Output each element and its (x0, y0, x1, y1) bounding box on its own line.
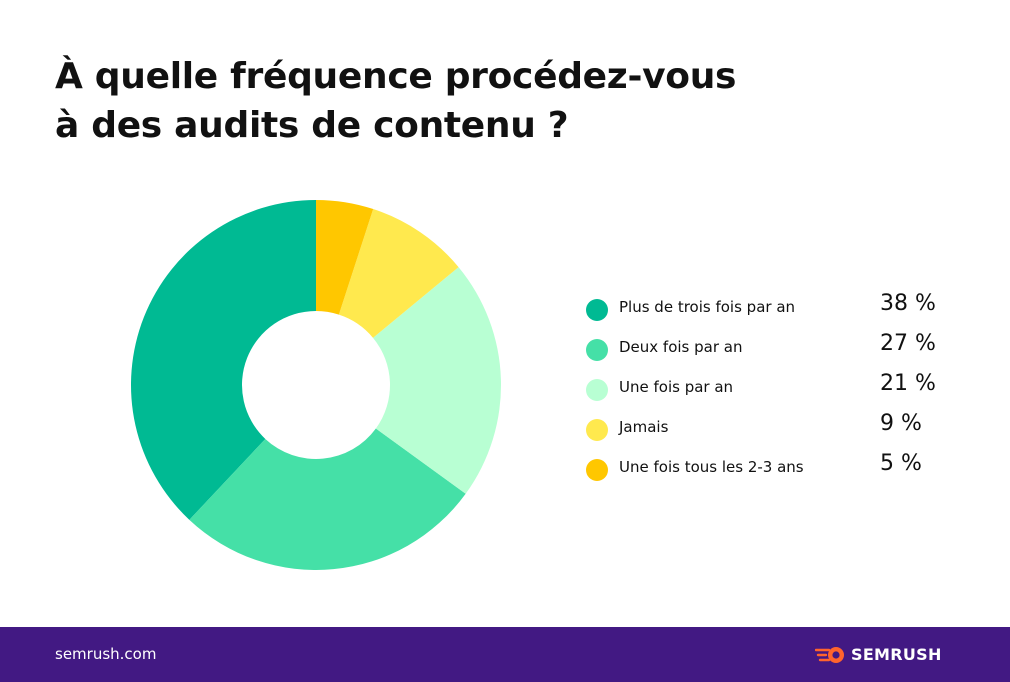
semrush-fireball-icon (815, 647, 844, 663)
donut-slice-4 (316, 200, 374, 315)
legend-label: Plus de trois fois par an (619, 298, 796, 316)
chart-title: À quelle fréquence procédez-vous à des a… (55, 52, 935, 150)
legend-item-plus-de-trois-fois: Plus de trois fois par an 38 % (586, 290, 956, 330)
legend-swatch (586, 419, 608, 441)
legend-label: Jamais (619, 418, 669, 436)
legend-swatch (586, 379, 608, 401)
legend-label: Deux fois par an (619, 338, 743, 356)
donut-chart (131, 200, 502, 571)
legend-item-tous-les-2-3-ans: Une fois tous les 2-3 ans 5 % (586, 450, 956, 490)
legend-swatch (586, 339, 608, 361)
donut-slice-2 (373, 267, 502, 494)
logo-wordmark: SEMRUSH (851, 645, 942, 664)
chart-title-line-1: À quelle fréquence procédez-vous (55, 56, 737, 97)
fireball-trail (815, 648, 831, 662)
fireball-core (832, 651, 840, 659)
legend-item-une-fois: Une fois par an 21 % (586, 370, 956, 410)
legend-item-jamais: Jamais 9 % (586, 410, 956, 450)
footer-url: semrush.com (55, 645, 157, 663)
legend-value: 9 % (880, 411, 922, 436)
chart-legend: Plus de trois fois par an 38 % Deux fois… (586, 290, 956, 490)
legend-value: 5 % (880, 451, 922, 476)
legend-item-deux-fois: Deux fois par an 27 % (586, 330, 956, 370)
chart-title-line-2: à des audits de contenu ? (55, 105, 569, 146)
legend-value: 38 % (880, 291, 936, 316)
legend-swatch (586, 299, 608, 321)
donut-slice-3 (338, 209, 459, 338)
donut-slice-0 (131, 200, 316, 520)
footer-bar: semrush.com SEMRUSH (0, 627, 1010, 682)
legend-swatch (586, 459, 608, 481)
legend-label: Une fois tous les 2-3 ans (619, 458, 804, 476)
legend-value: 27 % (880, 331, 936, 356)
legend-value: 21 % (880, 371, 936, 396)
legend-label: Une fois par an (619, 378, 734, 396)
donut-slice-1 (189, 428, 466, 571)
